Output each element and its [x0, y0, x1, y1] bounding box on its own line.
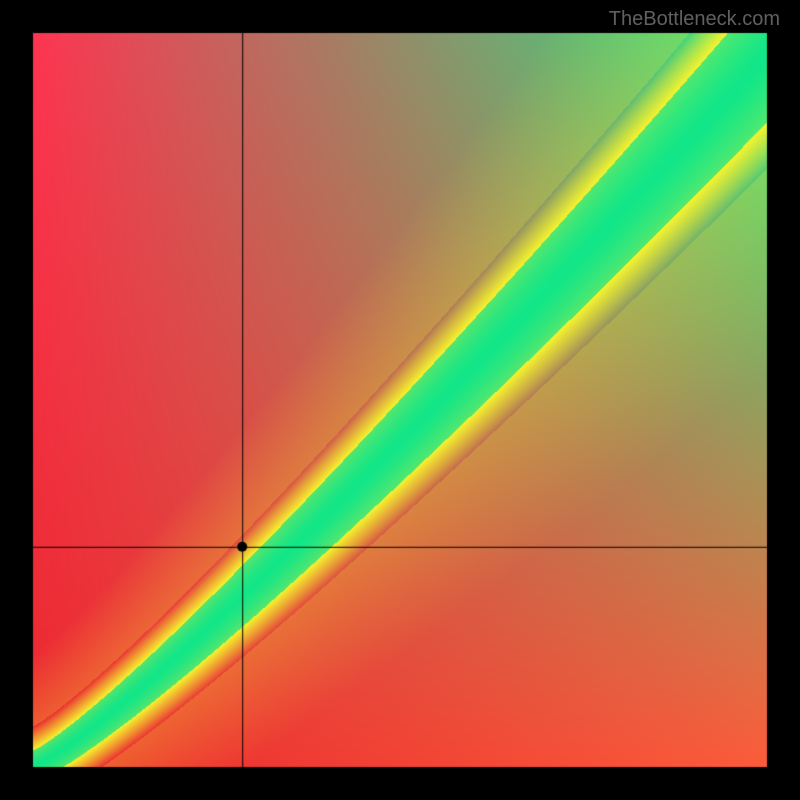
bottleneck-heatmap	[0, 0, 800, 800]
watermark-text: TheBottleneck.com	[609, 8, 780, 31]
